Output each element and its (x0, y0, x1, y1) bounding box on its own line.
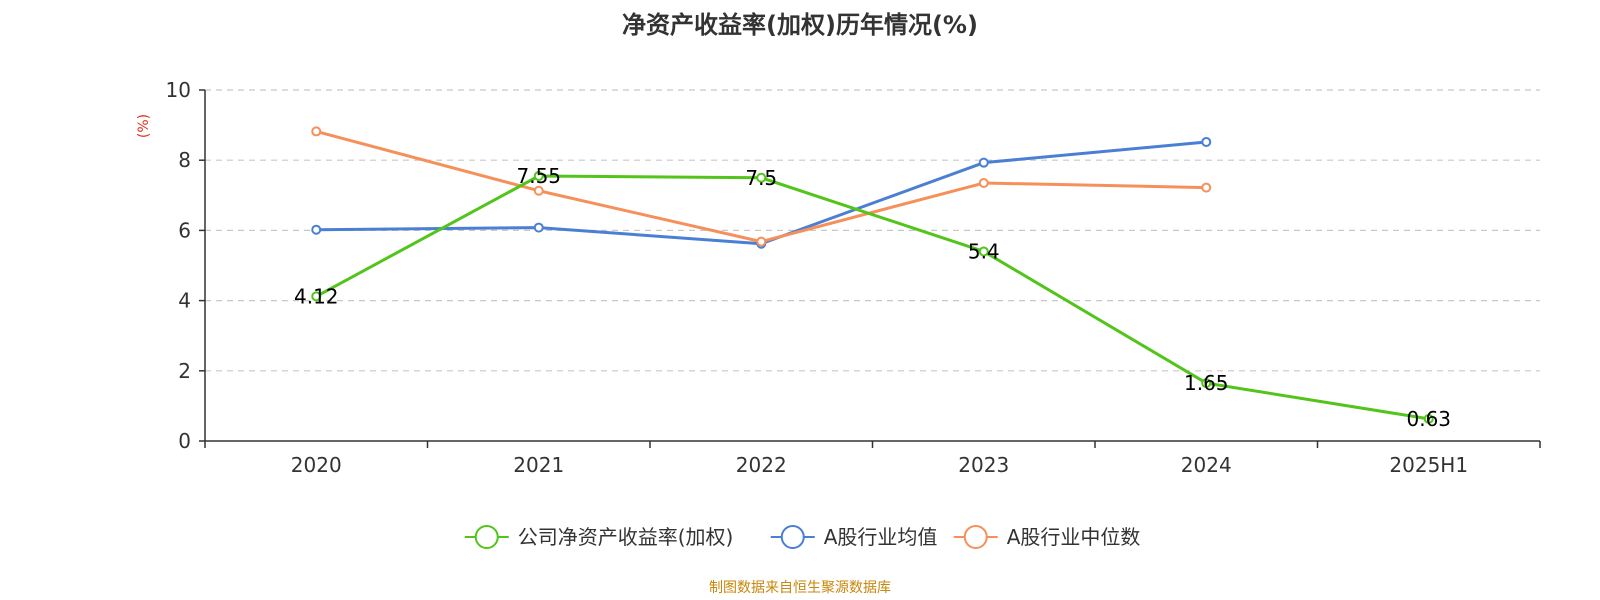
data-point (756, 172, 767, 183)
source-note: 制图数据来自恒生聚源数据库 (709, 580, 891, 596)
legend-label: A股行业中位数 (1007, 525, 1141, 549)
y-tick-label: 8 (178, 148, 191, 172)
data-point (311, 224, 322, 235)
series-line (315, 174, 1429, 421)
legend-marker (780, 525, 805, 549)
data-point (978, 178, 989, 189)
series-line (316, 140, 1207, 246)
x-tick-label: 2025H1 (1389, 453, 1468, 477)
y-tick-label: 6 (178, 218, 191, 242)
data-point (1201, 182, 1212, 193)
gridlines (205, 89, 1540, 372)
legend-label: 公司净资产收益率(加权) (518, 525, 734, 549)
series-2 (311, 126, 1212, 247)
data-point (311, 291, 322, 302)
legend-item[interactable]: A股行业均值 (770, 525, 938, 549)
data-point (1201, 378, 1212, 389)
series-layer: 4.12 7.55 7.5 5.4 1.65 0.63 (294, 126, 1451, 431)
y-tick-label: 0 (178, 429, 191, 453)
data-point (533, 185, 544, 196)
x-tick-label: 2024 (1181, 453, 1232, 477)
legend: 公司净资产收益率(加权) A股行业均值 A股行业中位数 (464, 525, 1141, 549)
legend-label: A股行业均值 (824, 525, 938, 549)
data-point (533, 170, 544, 181)
data-point (1201, 136, 1212, 147)
y-axis-unit-label: (%) (136, 114, 152, 138)
data-label: 7.5 (745, 166, 777, 190)
y-tick-label: 2 (178, 359, 191, 383)
series-1 (311, 136, 1212, 249)
data-point (756, 236, 767, 247)
data-point (978, 246, 989, 257)
y-tick-label: 4 (178, 289, 191, 313)
axes: 0 2 4 6 8 10 2020 2021 2022 2023 2024 2025H1 (166, 78, 1541, 477)
data-point (533, 222, 544, 233)
legend-item[interactable]: A股行业中位数 (953, 525, 1141, 549)
data-label: 0.63 (1406, 407, 1451, 431)
x-tick-label: 2021 (513, 453, 564, 477)
legend-marker (963, 525, 988, 549)
x-tick-label: 2020 (291, 453, 342, 477)
x-tick-label: 2022 (736, 453, 787, 477)
y-tick-label: 10 (166, 78, 191, 102)
series-0: 4.12 7.55 7.5 5.4 1.65 0.63 (294, 164, 1451, 431)
data-label: 4.12 (294, 284, 339, 308)
legend-marker (474, 525, 499, 549)
data-point (1423, 413, 1434, 424)
legend-item[interactable]: 公司净资产收益率(加权) (464, 525, 734, 549)
data-label: 1.65 (1184, 371, 1229, 395)
x-tick-label: 2023 (958, 453, 1009, 477)
data-label: 7.55 (516, 164, 561, 188)
data-label: 5.4 (968, 239, 1000, 263)
data-point (978, 157, 989, 168)
data-point (311, 126, 322, 137)
chart-title: 净资产收益率(加权)历年情况(%) (622, 11, 978, 39)
